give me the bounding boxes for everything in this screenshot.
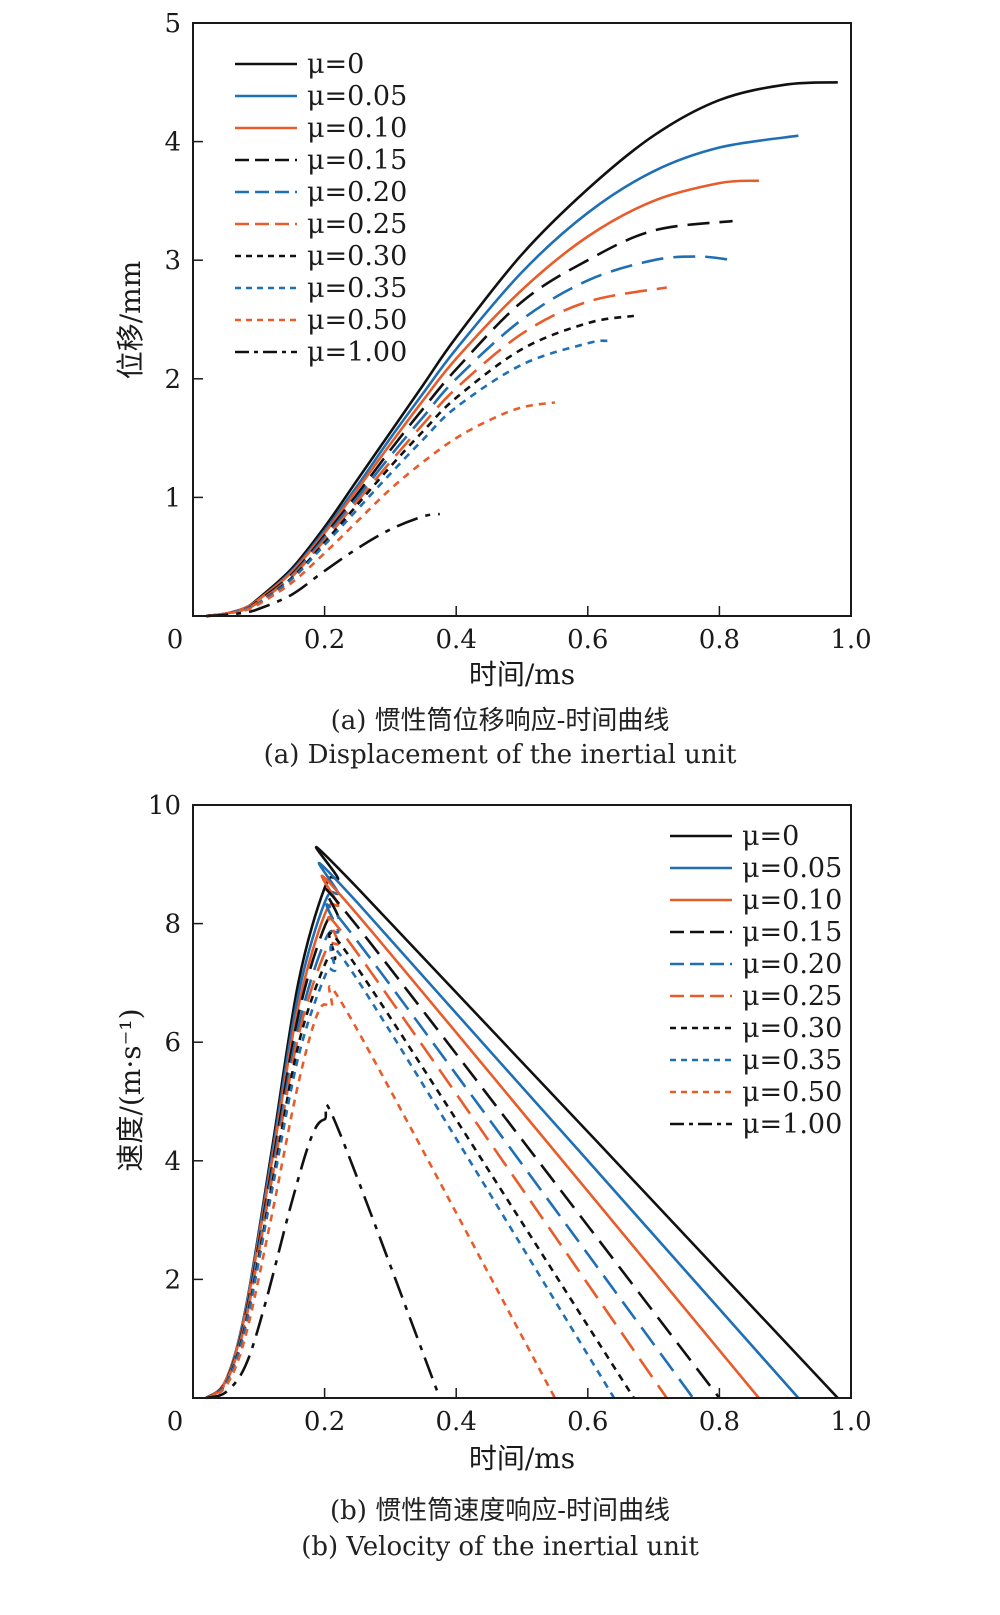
legend-label: μ=0.35 bbox=[742, 1045, 842, 1076]
series-line-7 bbox=[205, 944, 616, 1400]
legend-label: μ=0.05 bbox=[742, 853, 842, 884]
legend-label: μ=0.30 bbox=[742, 1013, 842, 1044]
legend: μ=0μ=0.05μ=0.10μ=0.15μ=0.20μ=0.25μ=0.30μ… bbox=[670, 821, 842, 1140]
y-tick-label: 5 bbox=[164, 9, 181, 39]
x-tick-label: 0.4 bbox=[436, 625, 477, 655]
x-tick-label: 0.2 bbox=[304, 625, 345, 655]
x-tick-label: 0.6 bbox=[567, 1407, 608, 1437]
x-tick-label: 0.4 bbox=[436, 1407, 477, 1437]
legend-label: μ=0.35 bbox=[307, 273, 407, 304]
y-tick-label: 8 bbox=[164, 910, 181, 940]
y-tick-label: 10 bbox=[148, 791, 181, 821]
series-line-2 bbox=[206, 179, 759, 618]
x-axis-label: 时间/ms bbox=[469, 658, 575, 691]
y-tick-label: 6 bbox=[164, 1028, 181, 1058]
legend-label: μ=0.15 bbox=[742, 917, 842, 948]
legend-label: μ=0.10 bbox=[742, 885, 842, 916]
legend-label: μ=1.00 bbox=[742, 1109, 842, 1140]
y-tick-label: 1 bbox=[164, 483, 181, 513]
legend-label: μ=0.05 bbox=[307, 81, 407, 112]
caption-a-cn: (a) 惯性筒位移响应-时间曲线 bbox=[330, 706, 670, 736]
legend-label: μ=0.30 bbox=[307, 241, 407, 272]
caption-b-cn: (b) 惯性筒速度响应-时间曲线 bbox=[330, 1496, 670, 1526]
series-line-1 bbox=[206, 134, 799, 618]
series-line-9 bbox=[206, 512, 440, 618]
x-tick-label: 0.8 bbox=[699, 625, 740, 655]
y-tick-label: 4 bbox=[164, 128, 181, 158]
legend-label: μ=0.25 bbox=[307, 209, 407, 240]
x-tick-label: 0.6 bbox=[567, 625, 608, 655]
legend-label: μ=0.25 bbox=[742, 981, 842, 1012]
series-line-3 bbox=[206, 219, 733, 618]
legend-label: μ=0 bbox=[742, 821, 799, 852]
x-tick-label: 0.2 bbox=[304, 1407, 345, 1437]
series-line-9 bbox=[205, 1103, 442, 1400]
legend-label: μ=1.00 bbox=[307, 337, 407, 368]
series-line-1 bbox=[205, 861, 800, 1400]
legend-label: μ=0.10 bbox=[307, 113, 407, 144]
series-line-6 bbox=[206, 314, 635, 618]
legend-label: μ=0.50 bbox=[307, 305, 407, 336]
series-line-4 bbox=[206, 255, 733, 618]
y-tick-label: 2 bbox=[164, 1265, 181, 1295]
plot-frame bbox=[192, 804, 852, 1399]
series-line-7 bbox=[206, 339, 608, 618]
series-line-8 bbox=[206, 401, 556, 618]
caption-b-en: (b) Velocity of the inertial unit bbox=[301, 1532, 699, 1562]
legend-label: μ=0.15 bbox=[307, 145, 407, 176]
legend-label: μ=0 bbox=[307, 49, 364, 80]
legend-label: μ=0.50 bbox=[742, 1077, 842, 1108]
x-axis-label: 时间/ms bbox=[469, 1442, 575, 1475]
legend-label: μ=0.20 bbox=[307, 177, 407, 208]
x-tick-label: 0.8 bbox=[699, 1407, 740, 1437]
x-tick-label: 1.0 bbox=[830, 625, 871, 655]
plot-frame bbox=[192, 22, 852, 617]
y-axis-label: 位移/mm bbox=[114, 261, 147, 380]
caption-a-en: (a) Displacement of the inertial unit bbox=[263, 740, 737, 770]
x-tick-label: 1.0 bbox=[830, 1407, 871, 1437]
x-tick-label: 0 bbox=[167, 625, 184, 655]
series-line-2 bbox=[205, 874, 760, 1400]
y-tick-label: 3 bbox=[164, 246, 181, 276]
x-tick-label: 0 bbox=[167, 1407, 184, 1437]
y-axis-label: 速度/(m·s⁻¹) bbox=[114, 1008, 147, 1171]
y-tick-label: 2 bbox=[164, 365, 181, 395]
series-line-3 bbox=[205, 887, 721, 1400]
legend: μ=0μ=0.05μ=0.10μ=0.15μ=0.20μ=0.25μ=0.30μ… bbox=[235, 49, 407, 368]
y-tick-label: 4 bbox=[164, 1147, 181, 1177]
legend-label: μ=0.20 bbox=[742, 949, 842, 980]
